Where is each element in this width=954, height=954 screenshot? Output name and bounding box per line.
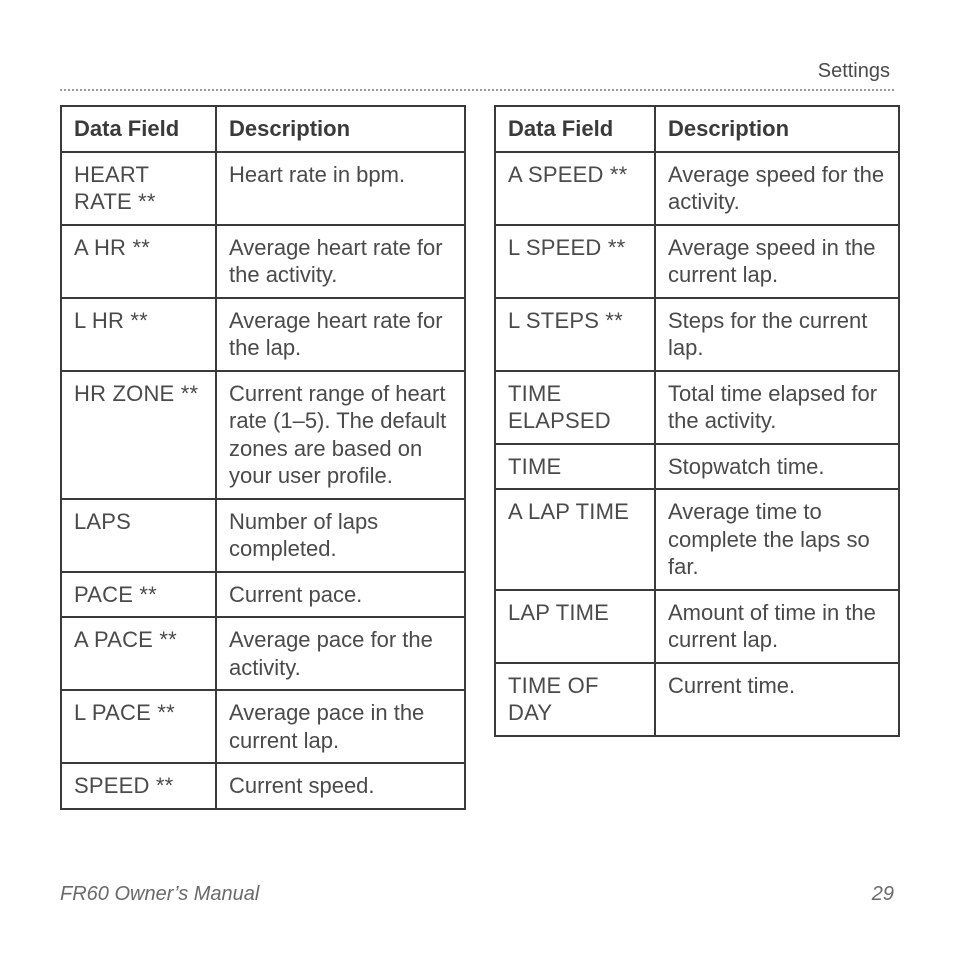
- tables-container: Data Field Description HEART RATE ** Hea…: [60, 105, 894, 810]
- page-footer: FR60 Owner’s Manual 29: [60, 883, 894, 906]
- cell-desc: Current range of heart rate (1–5). The d…: [216, 371, 465, 499]
- cell-desc: Current pace.: [216, 572, 465, 618]
- cell-field: SPEED **: [61, 763, 216, 809]
- table-row: TIME OF DAY Current time.: [495, 663, 899, 736]
- table-row: L PACE ** Average pace in the current la…: [61, 690, 465, 763]
- data-fields-table-left: Data Field Description HEART RATE ** Hea…: [60, 105, 466, 810]
- cell-field: TIME OF DAY: [495, 663, 655, 736]
- data-fields-table-right: Data Field Description A SPEED ** Averag…: [494, 105, 900, 737]
- table-row: LAPS Number of laps completed.: [61, 499, 465, 572]
- cell-field: A PACE **: [61, 617, 216, 690]
- cell-desc: Average speed for the activity.: [655, 152, 899, 225]
- cell-desc: Number of laps completed.: [216, 499, 465, 572]
- cell-field: A SPEED **: [495, 152, 655, 225]
- cell-desc: Average pace in the current lap.: [216, 690, 465, 763]
- table-row: A LAP TIME Average time to complete the …: [495, 489, 899, 590]
- table-row: SPEED ** Current speed.: [61, 763, 465, 809]
- cell-field: TIME ELAPSED: [495, 371, 655, 444]
- section-label: Settings: [60, 60, 894, 83]
- col-header-field: Data Field: [61, 106, 216, 152]
- cell-field: HEART RATE **: [61, 152, 216, 225]
- manual-page: Settings Data Field Description HEART RA…: [0, 0, 954, 954]
- table-header-row: Data Field Description: [495, 106, 899, 152]
- table-row: A SPEED ** Average speed for the activit…: [495, 152, 899, 225]
- col-header-desc: Description: [655, 106, 899, 152]
- table-row: L HR ** Average heart rate for the lap.: [61, 298, 465, 371]
- cell-desc: Average speed in the current lap.: [655, 225, 899, 298]
- cell-desc: Average pace for the activity.: [216, 617, 465, 690]
- cell-desc: Average time to complete the laps so far…: [655, 489, 899, 590]
- cell-field: TIME: [495, 444, 655, 490]
- table-header-row: Data Field Description: [61, 106, 465, 152]
- table-row: A HR ** Average heart rate for the activ…: [61, 225, 465, 298]
- cell-field: A HR **: [61, 225, 216, 298]
- cell-desc: Average heart rate for the activity.: [216, 225, 465, 298]
- cell-field: L SPEED **: [495, 225, 655, 298]
- cell-field: A LAP TIME: [495, 489, 655, 590]
- cell-desc: Current time.: [655, 663, 899, 736]
- cell-field: HR ZONE **: [61, 371, 216, 499]
- table-row: A PACE ** Average pace for the activity.: [61, 617, 465, 690]
- table-row: LAP TIME Amount of time in the current l…: [495, 590, 899, 663]
- footer-title: FR60 Owner’s Manual: [60, 883, 259, 906]
- table-row: TIME ELAPSED Total time elapsed for the …: [495, 371, 899, 444]
- cell-desc: Stopwatch time.: [655, 444, 899, 490]
- cell-field: L HR **: [61, 298, 216, 371]
- cell-desc: Steps for the current lap.: [655, 298, 899, 371]
- table-row: TIME Stopwatch time.: [495, 444, 899, 490]
- divider-dotted: [60, 89, 894, 91]
- table-row: L SPEED ** Average speed in the current …: [495, 225, 899, 298]
- cell-desc: Total time elapsed for the activity.: [655, 371, 899, 444]
- table-row: HR ZONE ** Current range of heart rate (…: [61, 371, 465, 499]
- cell-desc: Current speed.: [216, 763, 465, 809]
- cell-field: L PACE **: [61, 690, 216, 763]
- col-header-desc: Description: [216, 106, 465, 152]
- cell-field: LAPS: [61, 499, 216, 572]
- cell-field: PACE **: [61, 572, 216, 618]
- cell-desc: Heart rate in bpm.: [216, 152, 465, 225]
- footer-page-number: 29: [872, 883, 894, 906]
- table-row: L STEPS ** Steps for the current lap.: [495, 298, 899, 371]
- table-row: PACE ** Current pace.: [61, 572, 465, 618]
- col-header-field: Data Field: [495, 106, 655, 152]
- cell-field: L STEPS **: [495, 298, 655, 371]
- table-row: HEART RATE ** Heart rate in bpm.: [61, 152, 465, 225]
- cell-field: LAP TIME: [495, 590, 655, 663]
- cell-desc: Amount of time in the current lap.: [655, 590, 899, 663]
- cell-desc: Average heart rate for the lap.: [216, 298, 465, 371]
